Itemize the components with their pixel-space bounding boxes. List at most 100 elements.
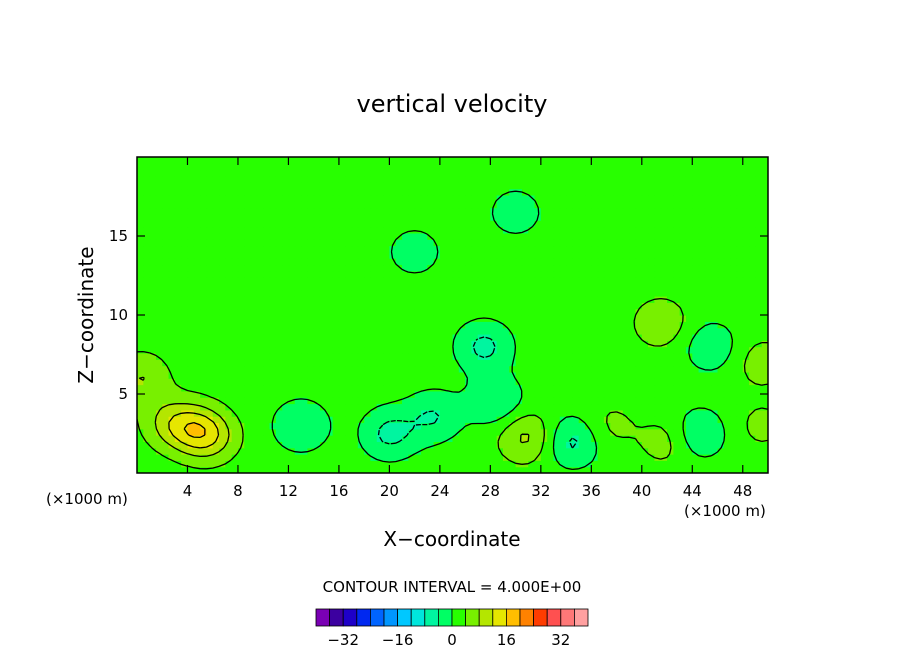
field-cell (244, 258, 252, 266)
field-cell (484, 194, 491, 202)
field-cell (572, 188, 580, 196)
field-cell (477, 359, 485, 367)
field-cell (458, 428, 466, 436)
field-cell (622, 226, 630, 234)
field-cell (610, 441, 618, 449)
field-cell (679, 302, 687, 310)
field-cell (389, 213, 397, 221)
field-cell (490, 416, 498, 424)
field-cell (155, 435, 163, 442)
field-cell (547, 365, 555, 373)
field-cell (521, 264, 529, 272)
field-cell (307, 220, 315, 228)
field-cell (610, 220, 618, 228)
field-cell (654, 258, 662, 266)
field-cell (610, 428, 618, 436)
field-cell (528, 340, 536, 348)
field-cell (244, 220, 252, 228)
field-cell (547, 251, 555, 259)
field-cell (673, 232, 681, 240)
field-cell (711, 175, 719, 183)
field-cell (427, 308, 435, 316)
field-cell (559, 384, 567, 392)
field-cell (408, 270, 416, 278)
field-cell (269, 346, 277, 354)
field-cell (692, 226, 700, 234)
field-cell (200, 359, 208, 367)
field-cell (256, 428, 264, 436)
field-cell (622, 308, 630, 316)
field-cell (502, 371, 510, 379)
field-cell (559, 283, 567, 291)
field-cell (168, 207, 176, 215)
field-cell (761, 169, 768, 177)
field-cell (471, 397, 479, 405)
field-cell (704, 384, 712, 392)
field-cell (439, 245, 447, 253)
field-cell (540, 270, 548, 278)
field-cell (553, 352, 561, 360)
field-cell (654, 327, 662, 335)
field-cell (515, 289, 523, 297)
field-cell (496, 277, 504, 284)
field-cell (742, 365, 750, 373)
field-cell (692, 239, 700, 247)
field-cell (206, 327, 214, 335)
field-cell (269, 277, 277, 284)
field-cell (269, 308, 277, 316)
field-cell (502, 270, 510, 278)
field-cell (345, 409, 353, 417)
field-cell (206, 346, 214, 354)
field-cell (572, 264, 580, 272)
field-cell (635, 239, 643, 247)
field-cell (585, 340, 592, 348)
field-cell (704, 302, 712, 310)
field-cell (616, 194, 624, 202)
field-cell (168, 283, 176, 291)
field-cell (313, 289, 321, 297)
field-cell (452, 232, 460, 240)
field-cell (420, 194, 428, 202)
field-cell (692, 422, 700, 430)
field-cell (698, 378, 706, 386)
field-cell (704, 340, 712, 348)
field-cell (263, 384, 271, 392)
field-cell (345, 422, 353, 430)
field-cell (723, 340, 731, 348)
field-cell (736, 315, 744, 322)
field-cell (597, 403, 605, 411)
field-cell (256, 182, 264, 190)
field-cell (585, 283, 592, 291)
field-cell (667, 201, 674, 209)
field-cell (244, 321, 252, 329)
field-cell (458, 289, 466, 297)
field-cell (484, 251, 491, 259)
field-cell (383, 270, 390, 278)
field-cell (559, 239, 567, 247)
field-cell (402, 378, 409, 386)
field-cell (616, 239, 624, 247)
field-cell (332, 441, 340, 449)
field-cell (515, 333, 523, 341)
field-cell (496, 403, 504, 411)
field-cell (603, 220, 611, 228)
field-cell (326, 175, 334, 183)
field-cell (168, 296, 176, 303)
field-cell (351, 251, 359, 259)
field-cell (685, 264, 693, 272)
field-cell (137, 277, 144, 284)
field-cell (200, 416, 208, 424)
field-cell (187, 340, 195, 348)
field-cell (351, 416, 359, 424)
field-cell (736, 258, 744, 266)
field-cell (477, 220, 485, 228)
field-cell (704, 428, 712, 436)
field-cell (244, 283, 252, 291)
field-cell (137, 302, 144, 310)
field-cell (730, 226, 738, 234)
field-cell (206, 232, 214, 240)
field-cell (364, 378, 372, 386)
field-cell (370, 182, 378, 190)
field-cell (408, 416, 416, 424)
field-cell (237, 264, 245, 272)
